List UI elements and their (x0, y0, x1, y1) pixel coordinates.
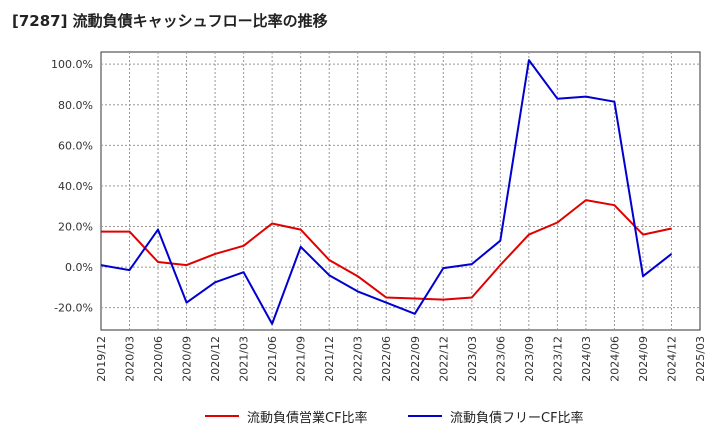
chart-title: [7287] 流動負債キャッシュフロー比率の推移 (12, 12, 328, 30)
legend-item-free-cf: 流動負債フリーCF比率 (408, 406, 584, 426)
plot-area (100, 51, 701, 331)
x-tick-label: 2021/12 (323, 336, 336, 382)
x-tick-label: 2020/03 (124, 336, 137, 382)
y-tick-label: 20.0% (58, 221, 93, 234)
x-tick-label: 2021/06 (266, 336, 279, 382)
series-line-operating-cf (101, 199, 672, 301)
chart-legend: 流動負債営業CF比率 流動負債フリーCF比率 (0, 406, 720, 428)
series-line-free-cf (100, 59, 673, 325)
x-tick-label: 2024/09 (637, 336, 650, 382)
x-tick-label: 2024/03 (580, 336, 593, 382)
legend-label-operating-cf: 流動負債営業CF比率 (247, 410, 368, 426)
legend-label-free-cf: 流動負債フリーCF比率 (450, 410, 584, 426)
x-tick-label: 2019/12 (95, 336, 108, 382)
x-tick-label: 2024/06 (608, 336, 621, 382)
x-tick-label: 2024/12 (665, 336, 678, 382)
x-tick-label: 2023/12 (551, 336, 564, 382)
y-tick-label: 80.0% (58, 99, 93, 112)
x-tick-label: 2022/03 (352, 336, 365, 382)
x-tick-label: 2020/09 (181, 336, 194, 382)
x-tick-label: 2022/09 (409, 336, 422, 382)
x-tick-label: 2023/03 (466, 336, 479, 382)
x-tick-label: 2023/09 (523, 336, 536, 382)
y-tick-label: 60.0% (58, 139, 93, 152)
legend-item-operating-cf: 流動負債営業CF比率 (205, 406, 368, 426)
x-tick-label: 2020/12 (209, 336, 222, 382)
y-tick-label: -20.0% (54, 302, 93, 315)
x-tick-label: 2021/03 (238, 336, 251, 382)
x-tick-label: 2022/12 (437, 336, 450, 382)
legend-swatch-free-cf (408, 415, 442, 417)
y-tick-label: 100.0% (51, 58, 93, 71)
x-tick-label: 2022/06 (380, 336, 393, 382)
x-tick-label: 2025/03 (694, 336, 707, 382)
y-tick-label: 40.0% (58, 180, 93, 193)
x-tick-label: 2021/09 (295, 336, 308, 382)
x-tick-label: 2023/06 (494, 336, 507, 382)
x-tick-label: 2020/06 (152, 336, 165, 382)
y-tick-label: 0.0% (65, 261, 93, 274)
legend-swatch-operating-cf (205, 415, 239, 417)
